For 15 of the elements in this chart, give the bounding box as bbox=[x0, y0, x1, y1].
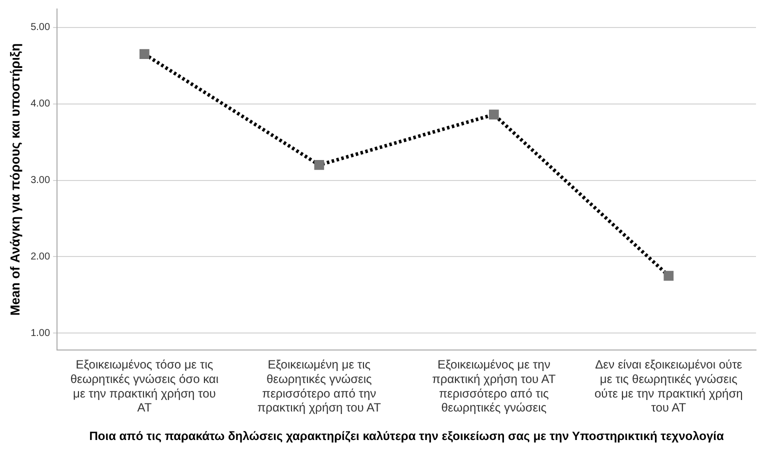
y-axis-title: Mean of Ανάγκη για πόρους και υποστήριξη bbox=[7, 43, 22, 316]
y-tick-label: 4.00 bbox=[30, 98, 50, 110]
y-tick-label: 2.00 bbox=[30, 251, 50, 262]
x-tick-label: Εξοικειωμένη με τις θεωρητικές γνώσεις περισσότερο από την πρακτική χρήση του ΑΤ bbox=[257, 358, 382, 415]
x-tick-label: Εξοικειωμένος τόσο με τις θεωρητικές γνώσεις όσο και με την πρακτική χρήση του ΑΤ bbox=[70, 358, 219, 415]
point bbox=[314, 160, 324, 170]
x-tick-label: Δεν είναι εξοικειωμένοι ούτε με τις θεωρητικές γνώσεις ούτε με την πρακτική χρήση του ΑΤ bbox=[594, 358, 743, 415]
x-axis-title: Ποια από τις παρακάτω δηλώσεις χαρακτηρίζει καλύτερα την εξοικείωση σας με την Υποστηρικτική τεχνολογία bbox=[89, 429, 724, 444]
point bbox=[140, 49, 150, 60]
y-tick-label: 3.00 bbox=[30, 175, 50, 186]
point bbox=[664, 270, 674, 281]
point bbox=[488, 110, 499, 120]
x-tick-label: Εξοικειωμένος με την πρακτική χρήση του ΑΤ περισσότερο από τις θεωρητικές γνώσεις bbox=[432, 358, 556, 415]
y-tick-label: 1.00 bbox=[30, 328, 50, 339]
y-tick-label: 5.00 bbox=[30, 22, 50, 34]
